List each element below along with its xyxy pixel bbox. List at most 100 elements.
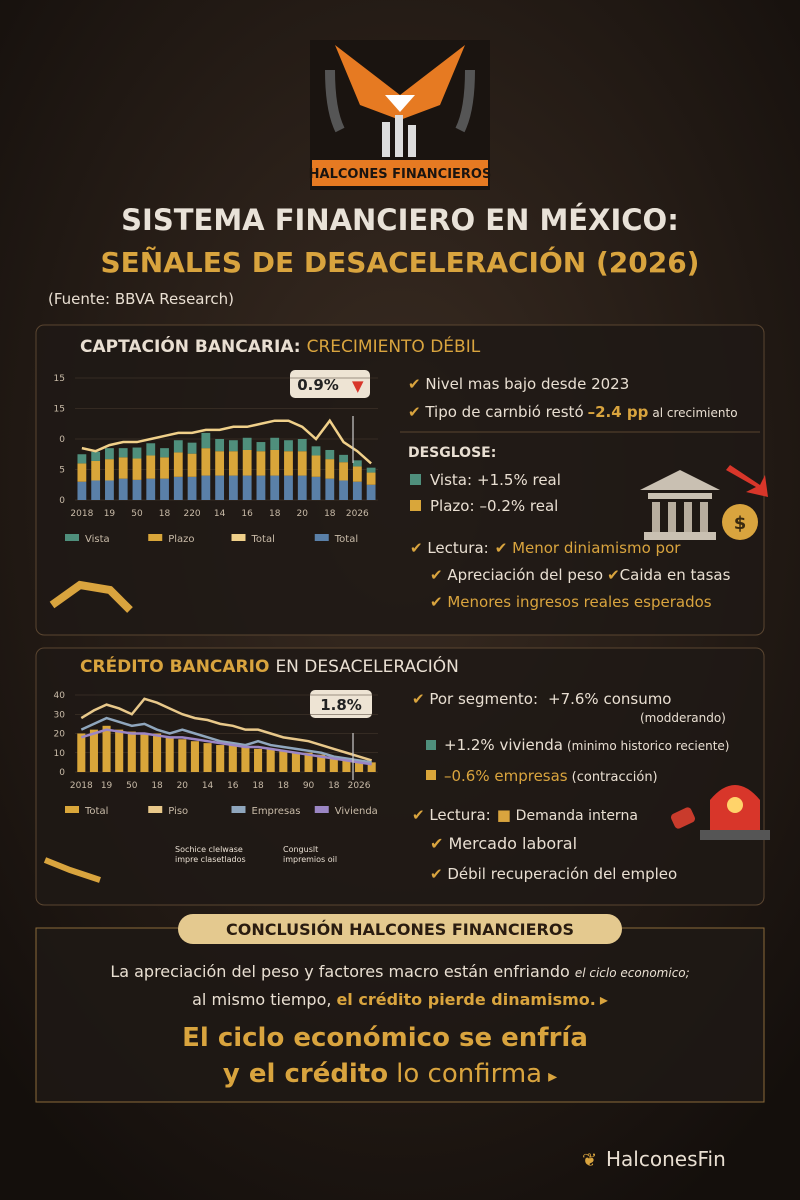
swatch (426, 770, 436, 780)
bar (165, 737, 174, 772)
bar (297, 439, 307, 452)
bar (187, 442, 197, 454)
y-tick-label: 15 (54, 405, 65, 415)
legend-swatch (65, 806, 79, 813)
breakdown-title: DESGLOSE: (408, 445, 496, 461)
annotation: 1.8% (320, 696, 362, 714)
bar (118, 448, 128, 458)
legend-swatch (314, 534, 329, 541)
bar (173, 452, 183, 477)
bar (242, 449, 252, 476)
annotation: 0.9% (297, 376, 339, 394)
bar (325, 459, 335, 479)
note: Sochice clelwase (175, 845, 243, 854)
bar (140, 733, 149, 772)
conclusion-heading: CONCLUSIÓN HALCONES FINANCIEROS (226, 920, 574, 939)
bar (105, 459, 114, 481)
bar (127, 731, 136, 772)
x-tick-label: 18 (252, 781, 264, 791)
bar (339, 462, 348, 481)
bar (366, 467, 376, 473)
bar (342, 758, 351, 772)
brand: HALCONES FINANCIEROS (309, 167, 492, 182)
x-tick-label: 220 (183, 509, 200, 519)
annotation-box (310, 690, 372, 718)
bank-icon: $ (640, 465, 768, 540)
bar (228, 745, 237, 772)
line (81, 418, 372, 465)
bar (317, 754, 326, 772)
x-tick-label: 2018 (70, 781, 93, 791)
bar (339, 480, 348, 500)
empresas: –0.6% empresas (contracción) (444, 767, 658, 785)
bar (201, 432, 211, 449)
y-tick-label: 0 (59, 496, 65, 506)
legend-swatch (231, 534, 246, 541)
bar (352, 460, 362, 467)
siren-icon (670, 785, 770, 840)
bar (270, 475, 280, 500)
bar (215, 475, 225, 500)
legend-swatch (148, 534, 163, 541)
title: SISTEMA FINANCIERO EN MÉXICO: (121, 203, 679, 237)
panel (35, 927, 765, 1103)
bar (256, 442, 266, 452)
bar (187, 453, 197, 477)
x-tick-label: 14 (202, 781, 214, 791)
bar (146, 478, 156, 500)
bar (266, 748, 275, 772)
x-tick-label: 16 (227, 781, 239, 791)
legend-swatch (231, 806, 246, 813)
bar (146, 443, 156, 456)
panel-heading: CRÉDITO BANCARIO EN DESACELERACIÓN (80, 655, 459, 677)
note: Conguslt (283, 845, 318, 854)
x-tick-label: 16 (241, 509, 253, 519)
legend-swatch (314, 806, 329, 813)
bar (352, 481, 362, 500)
panel (35, 647, 765, 906)
reading: ✔ Lectura: ✔ Menor diniamismo por (410, 539, 681, 557)
x-tick-label: 50 (131, 509, 143, 519)
bar (102, 725, 111, 772)
y-tick-label: 30 (54, 710, 66, 720)
bar (178, 739, 187, 772)
bar (153, 733, 162, 772)
bar (91, 460, 101, 481)
note: impremios oil (283, 855, 337, 864)
bar (118, 478, 128, 500)
banner (178, 914, 622, 944)
bar (215, 439, 225, 452)
bar (118, 457, 128, 479)
x-tick-label: 18 (328, 781, 340, 791)
plazo: Plazo: –0.2% real (430, 497, 558, 515)
legend-label: Total (84, 806, 108, 817)
y-tick-label: 5 (59, 466, 65, 476)
bar (201, 475, 211, 500)
x-tick-label: 20 (297, 509, 309, 519)
bar (366, 472, 376, 485)
note: impre clasetlados (175, 855, 246, 864)
panel-heading: CAPTACIÓN BANCARIA: CRECIMIENTO DÉBIL (80, 335, 481, 357)
panel (35, 324, 765, 636)
swatch (410, 500, 421, 511)
footer-icon: ❦ (582, 1150, 597, 1171)
bar (325, 449, 335, 460)
conclusion-text: La apreciación del peso y factores macro… (110, 962, 689, 981)
decor-arrow (43, 857, 101, 883)
down-arrow: ▼ (352, 377, 364, 395)
x-tick-label: 20 (177, 781, 189, 791)
bar (339, 454, 348, 463)
bar (366, 484, 376, 500)
bar (254, 748, 263, 772)
bar (160, 457, 169, 479)
bar (201, 448, 211, 476)
legend-label: Vista (85, 534, 110, 545)
bar (284, 440, 293, 452)
bar (329, 756, 338, 772)
source: (Fuente: BBVA Research) (48, 290, 234, 308)
bar (256, 451, 266, 476)
annotation-box (290, 370, 370, 398)
x-tick-label: 18 (151, 781, 163, 791)
x-tick-label: 2026 (348, 781, 371, 791)
swatch (426, 740, 436, 750)
